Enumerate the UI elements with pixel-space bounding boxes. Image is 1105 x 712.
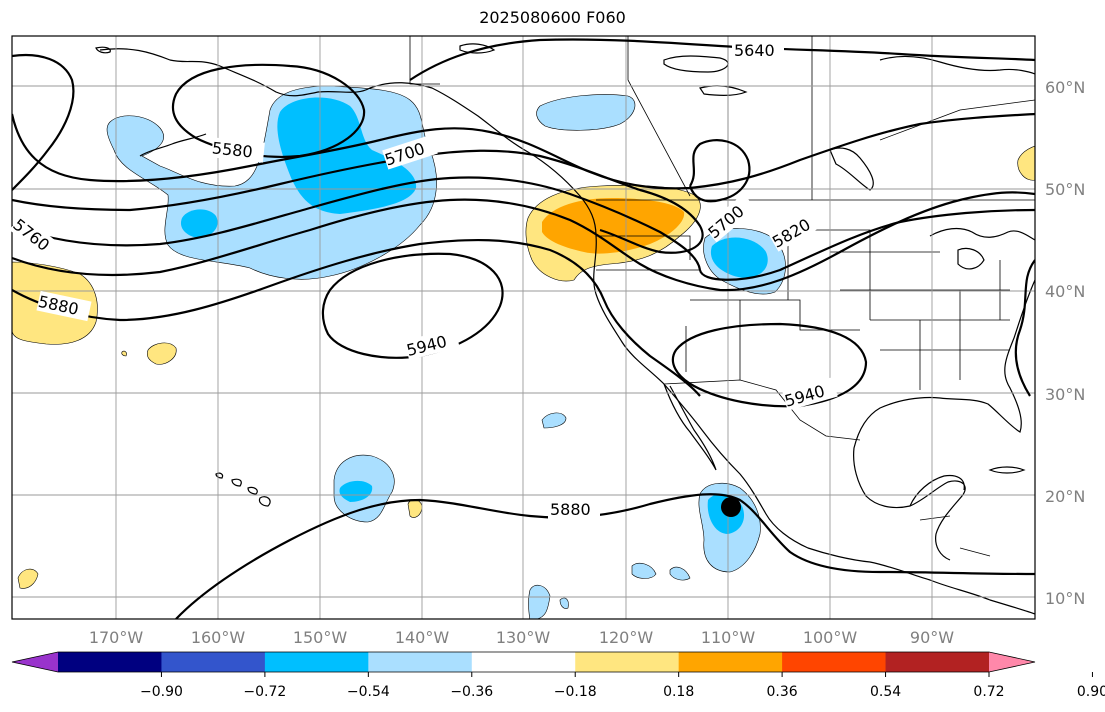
negative-anomaly-region [541,412,567,429]
colorbar-segment [678,652,783,672]
lat-label: 40°N [1045,282,1085,301]
colorbar-segment [264,652,369,672]
colorbar-tick-label: 0.72 [973,684,1004,700]
lon-label: 140°W [395,628,450,647]
colorbar-extend-high [989,652,1035,672]
lon-label: 90°W [910,628,954,647]
colorbar-tick-label: −0.54 [347,684,390,700]
contour-5700 [12,149,704,254]
contour-5940-pacific [321,252,504,359]
negative-anomaly-core [339,480,373,502]
map-area [12,36,1035,619]
colorbar-tick-label: 0.90 [1077,684,1105,700]
lat-label: 20°N [1045,487,1085,506]
contour-label: 5880 [550,500,591,519]
lat-label: 10°N [1045,589,1085,608]
negative-anomaly-region [669,566,691,581]
lon-label: 100°W [803,628,858,647]
negative-anomaly-region [536,94,636,131]
lon-label: 170°W [89,628,144,647]
positive-anomaly-region [146,342,177,365]
colorbar-tick-label: −0.72 [243,684,286,700]
negative-anomaly-core [180,209,218,238]
colorbar-segment [161,652,266,672]
contour-5880-west [12,238,701,397]
contour-5940-sw [671,322,868,408]
lon-label: 120°W [599,628,654,647]
lat-label: 30°N [1045,385,1085,404]
map-frame [11,35,1036,620]
negative-anomaly-region [631,562,657,579]
lon-label: 150°W [293,628,348,647]
colorbar-tick-label: −0.36 [450,684,493,700]
colorbar-segment [471,652,576,672]
positive-anomaly-region [121,350,127,357]
lat-label: 50°N [1045,180,1085,199]
contour-5640-west [12,112,1035,190]
lat-label: 60°N [1045,78,1085,97]
positive-anomaly-region [17,568,39,589]
colorbar-segment [368,652,473,672]
latitude-labels: 60°N 50°N 40°N 30°N 20°N 10°N [1045,78,1085,608]
colorbar-tick-label: −0.90 [140,684,183,700]
colorbar-extend-low [12,652,58,672]
contour-label: 5640 [734,41,775,60]
colorbar-tick-label: 0.18 [663,684,694,700]
negative-anomaly-core [277,97,417,214]
colorbar-outline [11,651,1036,673]
lon-label: 130°W [496,628,551,647]
contour-5880-south [175,493,1035,619]
colorbar-segment [575,652,680,672]
colorbar-segment [782,652,887,672]
colorbar-segment [58,652,162,672]
contour-5760 [12,176,1035,281]
lon-label: 160°W [191,628,246,647]
negative-anomaly-core [710,237,768,278]
map-title: 2025080600 F060 [479,8,626,27]
positive-anomaly-region [1017,145,1035,181]
height-contours [12,38,1035,619]
negative-anomaly-region [528,584,551,619]
contour-5820 [12,191,1035,292]
colorbar-tick-label: 0.36 [767,684,798,700]
storm-center-marker [721,497,741,517]
positive-anomaly-core [542,198,685,254]
contour-5700-east [688,139,751,203]
contour-label: 5580 [211,138,253,161]
negative-anomaly-region [559,597,569,609]
contour-5880-east [1014,259,1035,397]
lon-label: 110°W [701,628,756,647]
contour-5580 [12,54,75,191]
longitude-labels: 170°W 160°W 150°W 140°W 130°W 120°W 110°… [89,628,954,647]
colorbar-tick-label: 0.54 [870,684,901,700]
contour-5640 [409,38,1035,81]
colorbar: −0.90 −0.72 −0.54 −0.36 −0.18 0.18 0.36 0.54 0.7… [11,651,1105,700]
colorbar-segment [885,652,990,672]
contour-5580-closed [171,63,366,158]
colorbar-tick-label: −0.18 [554,684,597,700]
